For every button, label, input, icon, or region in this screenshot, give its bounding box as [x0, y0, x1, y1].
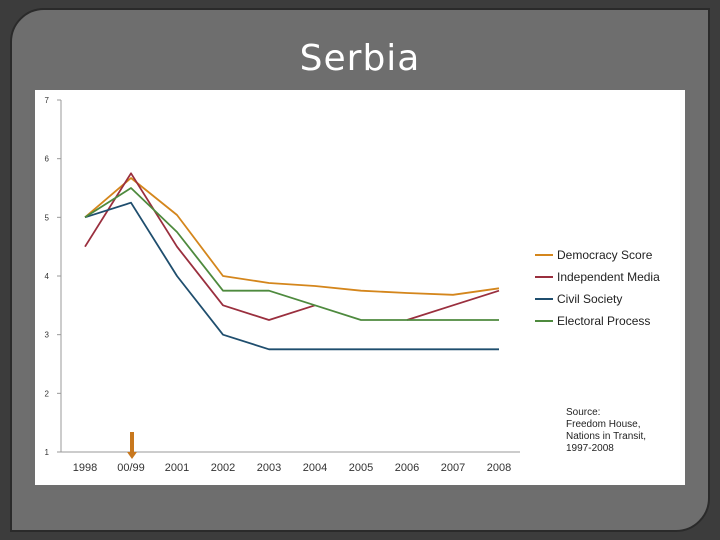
legend: Democracy Score Independent Media Civil So…	[535, 248, 660, 328]
axes-layer: 1 2 3 4 5 6 7 1998 00/99 2001 2002 2003 2004 2005 2006…	[45, 96, 520, 474]
x-tick-label: 2007	[441, 462, 465, 474]
y-tick-label: 3	[45, 331, 50, 340]
source-line: 1997-2008	[566, 443, 614, 454]
source-line: Source:	[566, 407, 600, 418]
y-tick-label: 6	[45, 155, 50, 164]
source-line: Nations in Transit,	[566, 431, 646, 442]
series-line-democracy-score	[84, 177, 500, 296]
arrow-marker-shaft	[130, 432, 134, 454]
x-tick-label: 2006	[395, 462, 419, 474]
y-tick-label: 4	[45, 272, 50, 281]
x-tick-label: 2005	[349, 462, 373, 474]
series-line-independent-media	[84, 172, 500, 321]
legend-label-democracy-score: Democracy Score	[557, 248, 653, 262]
x-tick-label: 2002	[211, 462, 235, 474]
series-layer	[84, 172, 500, 351]
y-tick-label: 5	[45, 213, 50, 222]
chart-panel: 1 2 3 4 5 6 7 1998 00/99 2001 2002 2003 2004 2005 2006…	[35, 90, 685, 485]
x-tick-label: 2003	[257, 462, 281, 474]
x-tick-label: 1998	[73, 462, 97, 474]
legend-label-independent-media: Independent Media	[557, 270, 660, 284]
source-line: Freedom House,	[566, 419, 640, 430]
x-tick-label: 2001	[165, 462, 189, 474]
series-line-civil-society	[84, 201, 499, 351]
x-tick-label: 2008	[487, 462, 511, 474]
arrow-marker-head	[127, 452, 137, 459]
marker-layer	[127, 432, 137, 459]
y-tick-label: 2	[45, 389, 50, 398]
y-tick-label: 1	[45, 448, 50, 457]
slide-title: Serbia	[299, 38, 421, 79]
legend-label-civil-society: Civil Society	[557, 292, 622, 306]
x-tick-label: 00/99	[117, 462, 145, 474]
line-chart: 1 2 3 4 5 6 7 1998 00/99 2001 2002 2003 2004 2005 2006…	[45, 96, 661, 474]
legend-label-electoral-process: Electoral Process	[557, 314, 650, 328]
y-tick-label: 7	[45, 96, 50, 105]
source-note: Source:Freedom House,Nations in Transit,…	[566, 407, 646, 454]
series-line-electoral-process	[84, 187, 499, 321]
x-tick-label: 2004	[303, 462, 327, 474]
